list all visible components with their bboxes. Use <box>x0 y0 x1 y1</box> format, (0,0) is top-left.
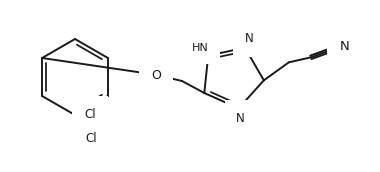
Text: HN: HN <box>192 43 208 53</box>
Text: N: N <box>340 40 350 53</box>
Text: Cl: Cl <box>84 108 96 121</box>
Text: N: N <box>236 112 245 125</box>
Text: N: N <box>245 32 253 45</box>
Text: O: O <box>151 68 161 82</box>
Text: Cl: Cl <box>85 132 97 145</box>
